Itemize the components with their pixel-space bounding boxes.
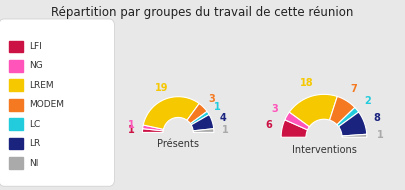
Polygon shape	[330, 97, 355, 125]
Text: Répartition par groupes du travail de cette réunion: Répartition par groupes du travail de ce…	[51, 6, 354, 19]
Text: 1: 1	[377, 130, 384, 140]
Text: 1: 1	[222, 125, 229, 135]
Text: 18: 18	[300, 78, 313, 88]
Polygon shape	[190, 111, 209, 125]
Polygon shape	[143, 125, 164, 131]
Text: LC: LC	[29, 120, 40, 129]
Text: 4: 4	[220, 113, 226, 123]
Text: LFI: LFI	[29, 42, 42, 51]
Bar	[9, 79, 23, 91]
Text: 6: 6	[265, 120, 272, 131]
Polygon shape	[337, 108, 359, 127]
Text: 19: 19	[155, 83, 168, 93]
Text: 1: 1	[128, 125, 134, 135]
Polygon shape	[143, 97, 199, 129]
Text: Présents: Présents	[157, 139, 199, 149]
Text: NG: NG	[29, 61, 43, 70]
Text: 2: 2	[364, 96, 371, 106]
Bar	[9, 99, 23, 111]
Text: NI: NI	[29, 159, 39, 168]
Text: Interventions: Interventions	[292, 145, 356, 155]
Bar	[9, 118, 23, 130]
Bar	[9, 138, 23, 149]
Text: 8: 8	[374, 113, 381, 123]
Polygon shape	[187, 104, 207, 124]
Text: LREM: LREM	[29, 81, 54, 90]
Text: 1: 1	[128, 120, 135, 130]
Polygon shape	[339, 112, 367, 136]
Text: 1: 1	[214, 102, 221, 112]
Bar	[9, 60, 23, 72]
Polygon shape	[285, 112, 309, 130]
Text: 7: 7	[351, 84, 357, 94]
Bar	[9, 157, 23, 169]
Text: 3: 3	[272, 104, 278, 114]
Polygon shape	[193, 129, 214, 132]
Bar	[9, 41, 23, 52]
Polygon shape	[289, 94, 337, 127]
Polygon shape	[281, 120, 307, 137]
FancyBboxPatch shape	[0, 19, 115, 186]
Polygon shape	[342, 134, 367, 137]
Polygon shape	[143, 129, 163, 132]
Polygon shape	[191, 115, 214, 131]
Text: 3: 3	[208, 94, 215, 104]
Text: MODEM: MODEM	[29, 100, 64, 109]
Text: LR: LR	[29, 139, 40, 148]
